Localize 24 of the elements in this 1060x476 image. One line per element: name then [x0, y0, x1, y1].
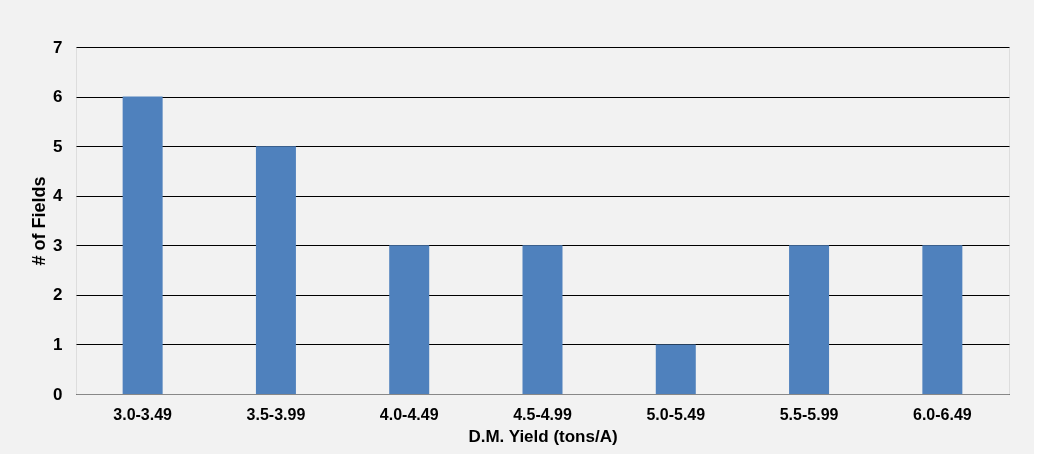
x-tick-label: 3.5-3.99 [246, 405, 306, 423]
y-tick-label: 5 [53, 136, 63, 156]
bar [922, 245, 963, 394]
bar [655, 344, 696, 394]
x-tick-label: 5.0-5.49 [646, 405, 706, 423]
bar [522, 245, 563, 394]
x-axis-title: D.M. Yield (tons/A) [468, 426, 618, 446]
y-tick-label: 3 [53, 235, 63, 255]
x-tick-label: 4.0-4.49 [379, 405, 439, 423]
x-tick-label: 5.5-5.99 [779, 405, 839, 423]
y-tick-label: 2 [53, 285, 63, 305]
x-tick-label: 6.0-6.49 [913, 405, 972, 423]
bar [255, 146, 296, 394]
y-tick-label: 4 [53, 186, 64, 206]
bar [122, 96, 163, 394]
bar [789, 245, 830, 394]
y-tick-label: 6 [53, 87, 63, 107]
x-tick-label: 4.5-4.99 [513, 405, 572, 423]
y-tick-label: 1 [53, 334, 63, 354]
y-axis-title: # of Fields [29, 176, 50, 266]
y-tick-label: 7 [53, 37, 63, 57]
x-tick-label: 3.0-3.49 [113, 405, 173, 423]
bar [389, 245, 430, 394]
y-tick-label: 0 [53, 384, 63, 404]
